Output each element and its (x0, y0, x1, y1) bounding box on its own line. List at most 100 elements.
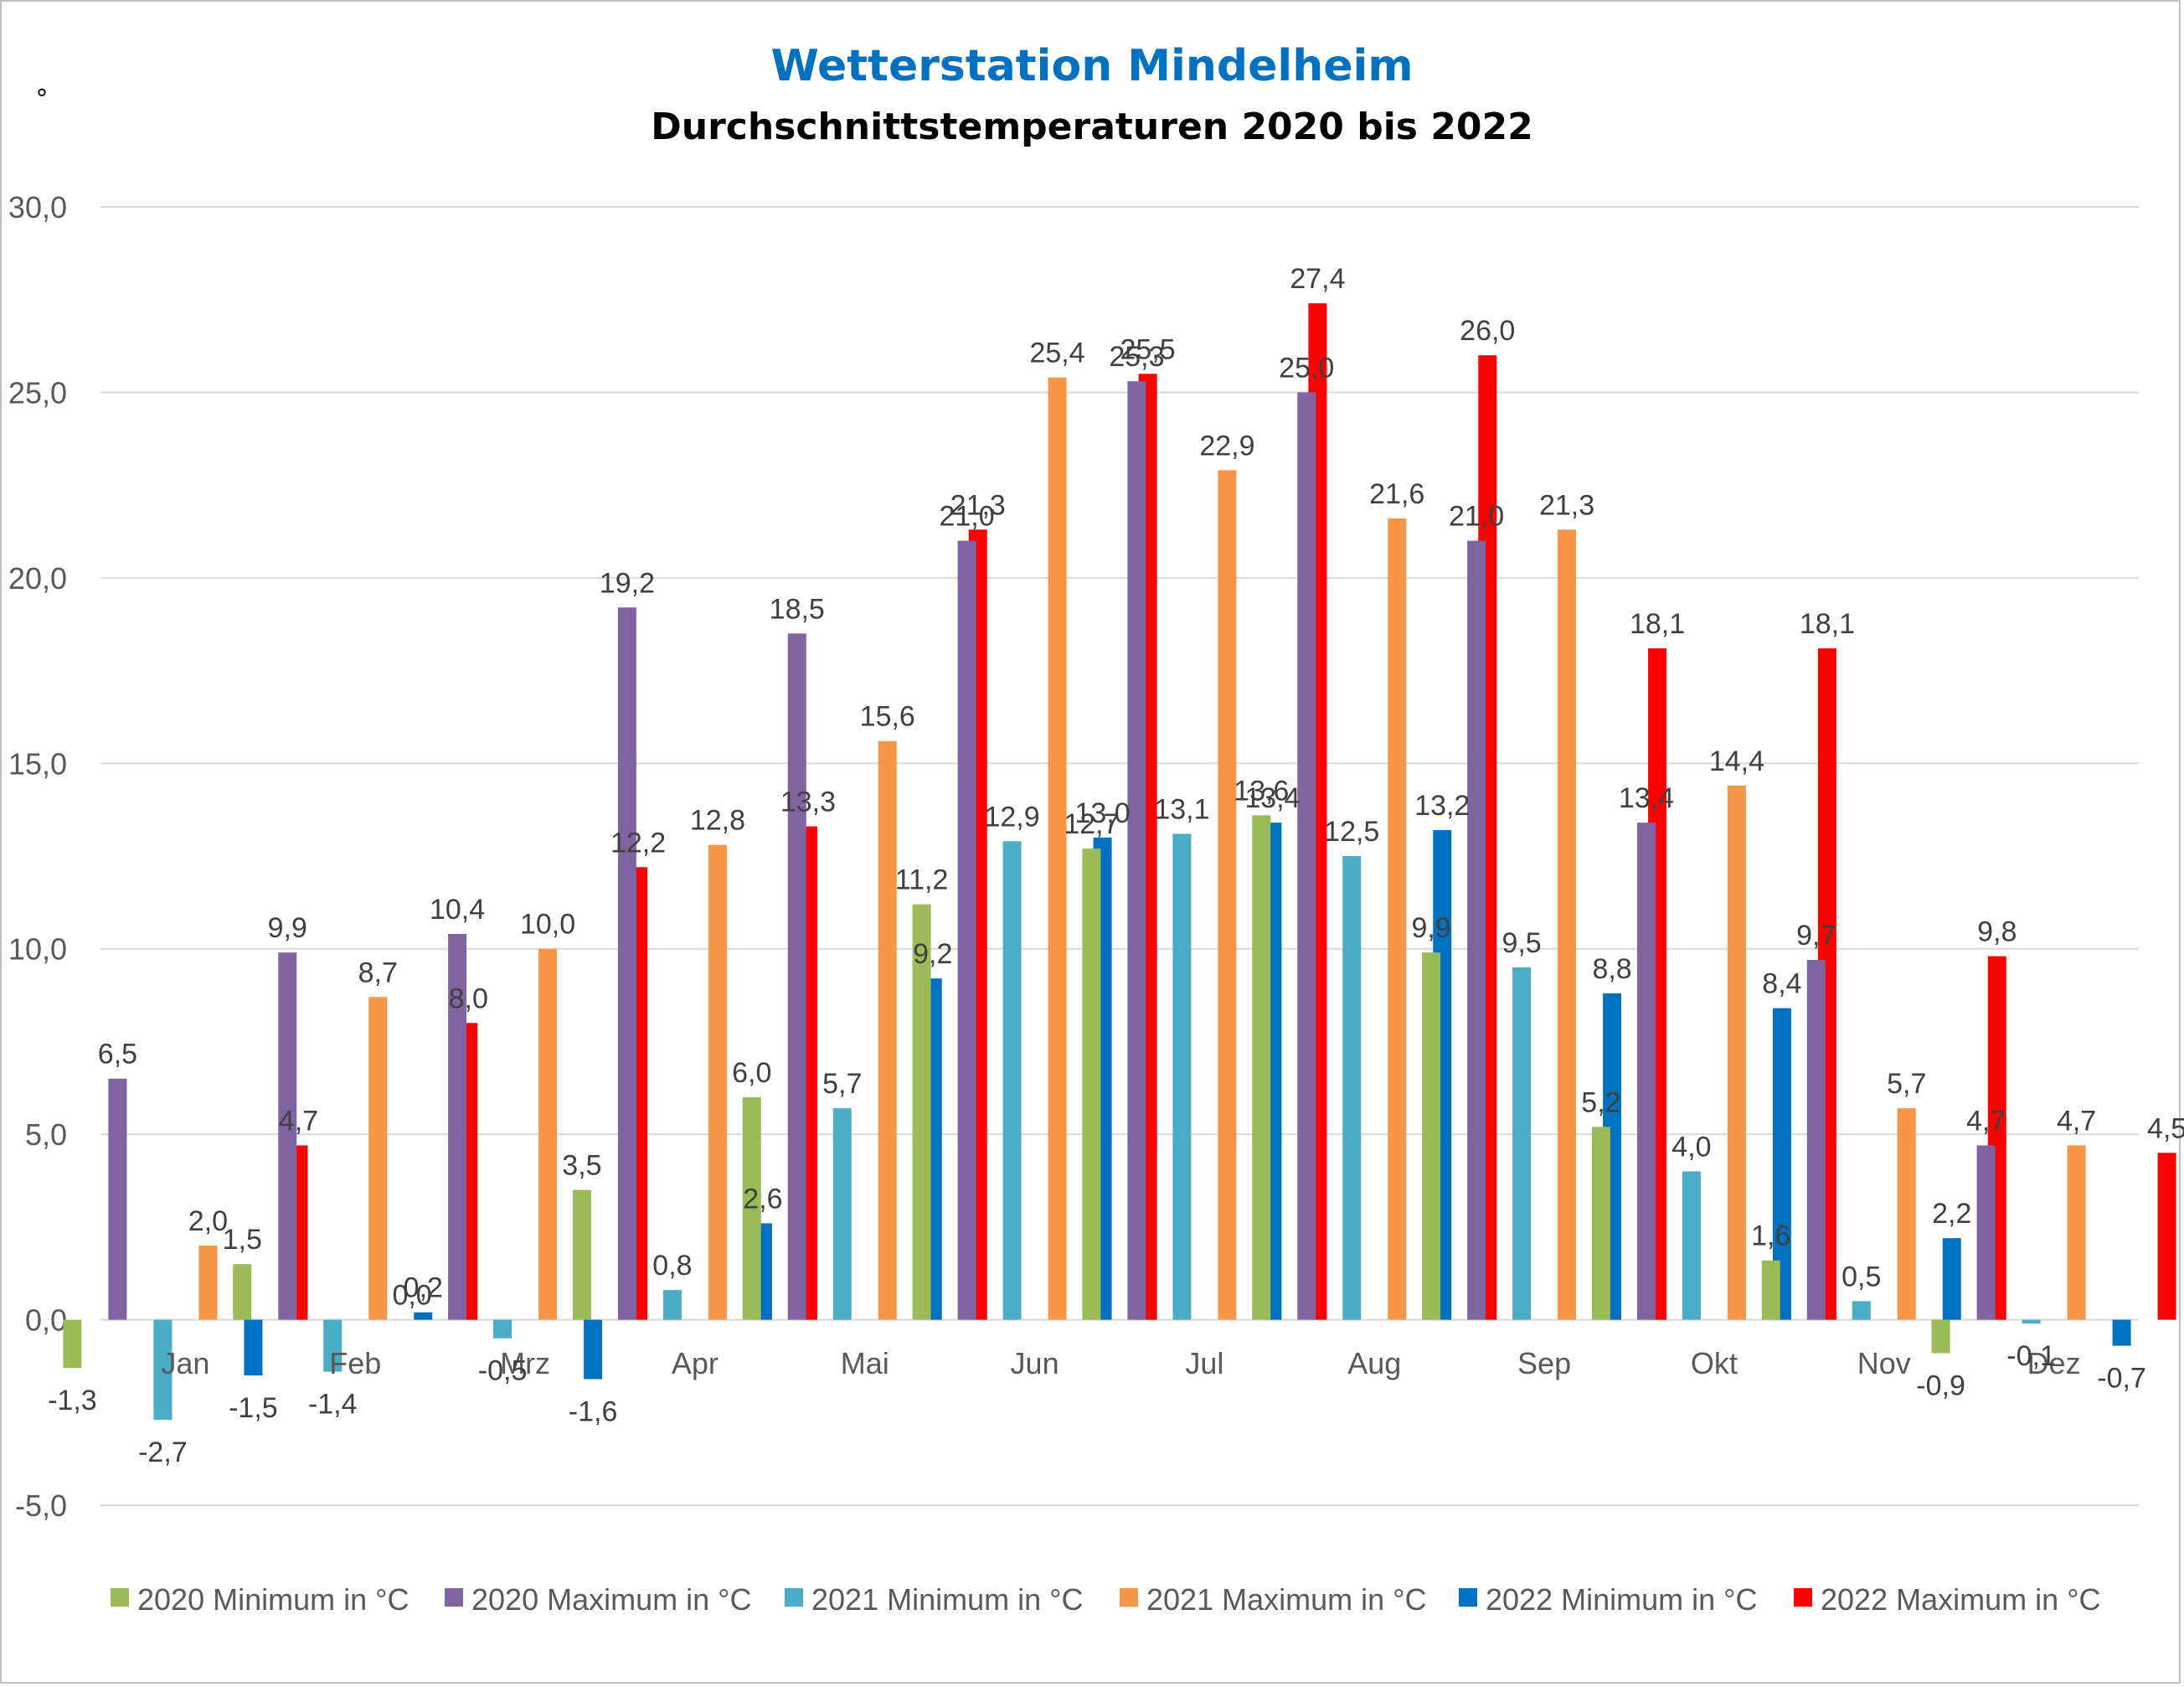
bar (1682, 1171, 1701, 1320)
x-tick-label: Nov (1857, 1346, 1911, 1380)
data-label: -1,3 (48, 1385, 97, 1416)
x-tick-label: Okt (1691, 1346, 1738, 1380)
bar (1422, 952, 1441, 1320)
chart-subtitle: Durchschnittstemperaturen 2020 bis 2022 (651, 106, 1533, 148)
data-label: 0,5 (1841, 1261, 1881, 1292)
x-tick-label: Sep (1517, 1346, 1571, 1380)
bar (1297, 392, 1316, 1320)
bar (1761, 1260, 1780, 1320)
data-label: -0,7 (2097, 1363, 2146, 1395)
bar (538, 948, 558, 1320)
data-label: 9,5 (1502, 927, 1541, 959)
data-label: 3,5 (562, 1150, 601, 1182)
data-label: -1,6 (569, 1396, 618, 1427)
data-label: 22,9 (1199, 430, 1254, 462)
bar (278, 952, 297, 1320)
x-axis-labels: Jan Feb Mrz Apr Mai Jun Jul Aug Sep Okt Nov Dez (161, 1346, 2080, 1380)
bar (198, 1246, 218, 1320)
data-label: 9,2 (913, 938, 952, 970)
data-label: 4,7 (279, 1105, 318, 1137)
bars (63, 303, 2176, 1421)
bar (957, 540, 976, 1320)
data-label: 0,0 (392, 1280, 431, 1312)
data-label: 13,6 (1234, 775, 1289, 807)
data-label: 15,6 (860, 701, 915, 733)
data-label: -1,5 (229, 1392, 278, 1424)
data-label: 4,0 (1671, 1131, 1711, 1163)
data-label: 13,4 (1244, 782, 1300, 814)
x-tick-label: Jan (161, 1346, 209, 1380)
bar (1127, 381, 1146, 1320)
x-tick-label: Mai (841, 1346, 889, 1380)
x-tick-label: Aug (1347, 1346, 1401, 1380)
bar (878, 740, 897, 1320)
data-label: 12,9 (984, 801, 1039, 833)
bar (233, 1264, 252, 1320)
y-tick-label: 15,0 (8, 746, 67, 781)
data-label: 21,3 (950, 489, 1006, 521)
bar (787, 633, 806, 1320)
data-label: 1,6 (1751, 1220, 1790, 1252)
data-label: 27,4 (1290, 263, 1345, 295)
legend-label: 2022 Minimum in °C (1486, 1582, 1758, 1617)
data-label: 12,2 (610, 827, 666, 859)
bar (1172, 833, 1192, 1320)
bar (368, 997, 388, 1320)
data-label: 26,0 (1460, 315, 1515, 347)
data-label: 10,4 (430, 894, 485, 926)
data-label: 4,5 (2147, 1112, 2184, 1144)
y-tick-label: 20,0 (8, 561, 67, 596)
data-label: 8,4 (1762, 968, 1801, 1000)
gridlines (100, 206, 2139, 1506)
bar (1727, 785, 1746, 1320)
bar (1897, 1108, 1916, 1320)
bar (1467, 540, 1486, 1320)
corner-mark: ° (36, 85, 49, 114)
data-label: 12,7 (1064, 808, 1119, 840)
bar (244, 1319, 263, 1375)
data-label: 14,4 (1709, 745, 1764, 777)
bar (414, 1312, 433, 1320)
bar (1976, 1145, 1996, 1320)
bar (63, 1319, 82, 1369)
data-label: 4,7 (1966, 1105, 2006, 1137)
data-label: 9,8 (1977, 916, 2017, 948)
data-label: 21,6 (1369, 478, 1424, 510)
data-label: 21,0 (1449, 501, 1504, 533)
data-label: 4,7 (2057, 1105, 2096, 1137)
bar (1252, 815, 1271, 1320)
data-label: 0,8 (652, 1250, 692, 1282)
y-axis-labels: 30,0 25,0 20,0 15,0 10,0 5,0 0,0 -5,0 (8, 190, 67, 1523)
data-labels: -1,3 6,5 -2,7 2,0 -1,5 4,7 1,5 9,9 -1,4 8,7 0,2 8,0… (48, 263, 2184, 1468)
data-label: 2,0 (188, 1205, 228, 1237)
data-label: 25,0 (1279, 352, 1334, 384)
data-label: 13,1 (1154, 793, 1209, 825)
data-label: 18,1 (1800, 608, 1855, 640)
bar (1942, 1238, 1961, 1320)
bar (912, 904, 931, 1320)
bar (708, 844, 727, 1320)
chart-title: Wetterstation Mindelheim (770, 41, 1413, 91)
data-label: 21,3 (1539, 489, 1594, 521)
data-label: 6,0 (732, 1057, 771, 1089)
data-label: 25,3 (1109, 341, 1164, 373)
data-label: -0,9 (1916, 1370, 1965, 1401)
bar (617, 607, 636, 1320)
data-label: 8,7 (358, 957, 398, 988)
data-label: 21,0 (939, 501, 994, 533)
data-label: -1,4 (308, 1389, 358, 1421)
data-label: 9,7 (1796, 920, 1836, 952)
data-label: 13,2 (1414, 790, 1470, 822)
data-label: 5,7 (822, 1068, 862, 1100)
bar (1082, 849, 1101, 1320)
x-tick-label: Dez (2027, 1346, 2081, 1380)
data-label: 18,1 (1630, 608, 1685, 640)
data-label: 13,0 (1074, 797, 1130, 829)
legend-swatch (445, 1588, 463, 1607)
legend-swatch (785, 1588, 803, 1607)
bar (2067, 1145, 2086, 1320)
x-tick-label: Apr (672, 1346, 719, 1380)
data-label: 8,0 (449, 983, 488, 1014)
legend-label: 2021 Maximum in °C (1146, 1582, 1427, 1617)
